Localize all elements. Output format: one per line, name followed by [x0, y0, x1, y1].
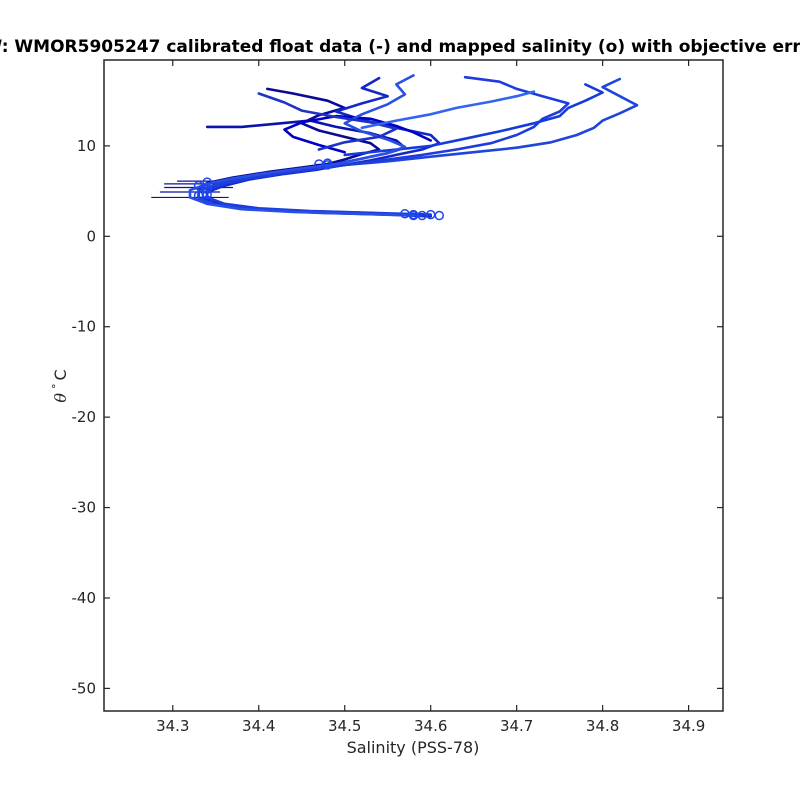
profile-line-8 [257, 92, 398, 151]
mapped-salinity-point-12 [193, 180, 204, 191]
x-tick-label-6: 34.9 [672, 717, 705, 735]
y-tick-label-3: -20 [72, 408, 97, 426]
mapped-salinity-point-14 [193, 190, 204, 201]
mapped-salinity-point-5 [400, 208, 410, 219]
y-tick-label-5: 0 [86, 227, 96, 245]
mapped-salinity-point-11 [202, 184, 212, 195]
axes-box [103, 59, 724, 712]
x-tick-label-4: 34.7 [500, 717, 533, 735]
x-tick-label-5: 34.8 [586, 717, 619, 735]
x-tick-label-2: 34.5 [328, 717, 361, 735]
x-tick-label-3: 34.6 [414, 717, 447, 735]
y-tick-label-4: -10 [72, 318, 97, 336]
x-tick-label-1: 34.4 [242, 717, 275, 735]
mapped-salinity-point-13 [202, 177, 212, 187]
mapped-salinity-point-8 [322, 158, 333, 168]
profile-line-3 [283, 114, 432, 154]
profile-line-9 [360, 90, 536, 130]
y-tick-label-0: -50 [72, 679, 97, 697]
y-tick-label-1: -40 [72, 589, 97, 607]
data-layer [151, 74, 639, 221]
y-axis-label: θ ° C [50, 369, 70, 402]
x-tick-label-0: 34.3 [156, 717, 189, 735]
mapped-salinity-point-4 [408, 210, 419, 221]
tick-layer: 34.3 34.4 34.5 34.6 34.7 34.8 34.9 -50 -40 -30 -20… [72, 60, 723, 735]
mapped-salinity-point-9 [202, 195, 212, 205]
y-axis-label-unit: C [51, 369, 70, 380]
x-axis-label: Salinity (PSS-78) [347, 738, 480, 757]
chart-title: OW: WMOR5905247 calibrated float data (-… [0, 37, 800, 57]
y-tick-label-6: 10 [77, 137, 96, 155]
y-tick-label-2: -30 [72, 499, 97, 517]
y-axis-label-symbol: θ [51, 393, 70, 403]
profile-line-7 [188, 74, 415, 217]
profile-line-5 [205, 75, 570, 216]
plot-area [104, 60, 723, 711]
profile-line-6 [343, 83, 604, 157]
y-axis-label-degree: ° [50, 384, 63, 390]
